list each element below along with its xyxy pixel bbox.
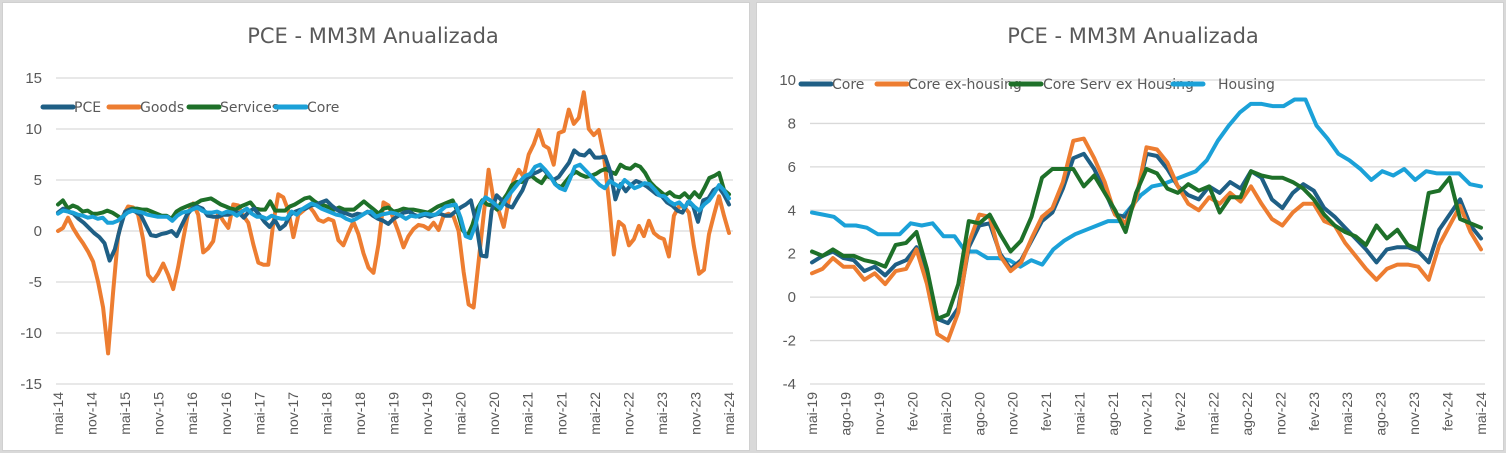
x-tick-label: nov-19 (871, 392, 887, 435)
x-tick-label: mai-23 (1339, 392, 1355, 435)
x-tick-label: ago-21 (1105, 392, 1121, 436)
right-chart: PCE - MM3M Anualizada 10 8 6 4 2 0 -2 -4 mai-19… (779, 24, 1489, 436)
x-tick-label: fev-21 (1038, 392, 1054, 431)
x-tick-label: mai-21 (1072, 392, 1088, 435)
x-tick-label: nov-23 (687, 392, 703, 435)
legend-item-core: Core (798, 77, 864, 93)
x-tick-label: nov-22 (620, 392, 636, 435)
x-tick-label: mai-21 (520, 392, 536, 435)
x-tick-label: mai-15 (117, 392, 133, 435)
legend-label: Core (832, 77, 864, 93)
x-tick-label: nov-15 (151, 392, 167, 435)
left-chart-panel: PCE - MM3M Anualizada 15 10 5 0 -5 -10 -15 mai… (2, 2, 750, 451)
right-chart-panel: PCE - MM3M Anualizada 10 8 6 4 2 0 -2 -4 mai-19… (756, 2, 1504, 451)
series-line-services (56, 162, 731, 239)
legend-label: Core ex-housing (908, 77, 1022, 93)
x-tick-label: mai-17 (251, 392, 267, 435)
legend-label: Services (220, 100, 279, 116)
legend-item-housing: Housing (1170, 77, 1275, 93)
x-tick-label: mai-20 (453, 392, 469, 435)
y-tick-label: -4 (783, 376, 796, 393)
x-tick-label: mai-22 (587, 392, 603, 435)
x-tick-label: nov-22 (1272, 392, 1288, 435)
x-tick-label: ago-19 (837, 392, 853, 436)
x-tick-label: nov-14 (84, 392, 100, 435)
y-tick-label: -15 (20, 376, 42, 393)
legend-item-core: Core (273, 100, 339, 116)
x-tick-label: nov-17 (285, 392, 301, 435)
legend-item-goods: Goods (106, 100, 184, 116)
series-line-core-serv-ex-housing (810, 167, 1483, 321)
legend-label: Core (307, 100, 339, 116)
x-tick-label: nov-23 (1406, 392, 1422, 435)
x-tick-label: mai-16 (184, 392, 200, 435)
x-tick-label: nov-16 (218, 392, 234, 435)
x-tick-label: ago-22 (1239, 392, 1255, 436)
legend-label: Goods (140, 100, 184, 116)
x-tick-label: ago-23 (1373, 392, 1389, 436)
x-tick-label: nov-21 (553, 392, 569, 435)
y-tick-label: -10 (20, 325, 42, 342)
series-line-housing (810, 97, 1483, 269)
chart-title: PCE - MM3M Anualizada (1007, 24, 1259, 48)
x-tick-label: fev-24 (1440, 392, 1456, 431)
series-line-core (56, 162, 731, 241)
y-tick-label: 0 (788, 289, 796, 306)
x-tick-label: mai-19 (804, 392, 820, 435)
x-tick-label: mai-20 (938, 392, 954, 435)
y-tick-label: -5 (29, 274, 42, 291)
x-tick-label: nov-20 (1005, 392, 1021, 435)
x-tick-label: ago-20 (971, 392, 987, 436)
left-chart: PCE - MM3M Anualizada 15 10 5 0 -5 -10 -15 mai… (20, 24, 737, 435)
x-tick-label: nov-21 (1139, 392, 1155, 435)
y-tick-label: -2 (783, 333, 796, 350)
x-tick-label: fev-23 (1306, 392, 1322, 431)
x-tick-label: nov-20 (486, 392, 502, 435)
x-tick-label: mai-18 (318, 392, 334, 435)
x-tick-label: mai-22 (1205, 392, 1221, 435)
y-tick-label: 0 (34, 223, 42, 240)
y-tick-label: 5 (34, 172, 42, 189)
legend-item-core-serv-ex-housing: Core Serv ex Housing (1008, 77, 1194, 93)
y-tick-label: 4 (788, 202, 796, 219)
y-tick-label: 6 (788, 159, 796, 176)
y-tick-label: 8 (788, 115, 796, 132)
x-tick-label: mai-19 (386, 392, 402, 435)
chart-title: PCE - MM3M Anualizada (247, 24, 499, 48)
x-tick-label: mai-23 (654, 392, 670, 435)
legend-item-pce: PCE (40, 100, 101, 116)
x-tick-label: mai-14 (50, 392, 66, 435)
legend-item-services: Services (186, 100, 279, 116)
legend-label: Housing (1218, 77, 1275, 93)
legend-label: Core Serv ex Housing (1043, 77, 1194, 93)
y-tick-label: 15 (25, 70, 42, 87)
series-line-goods (56, 90, 731, 356)
x-tick-label: mai-24 (1473, 392, 1489, 435)
legend-label: PCE (74, 100, 101, 116)
series-line-core-ex-housing (810, 136, 1483, 343)
y-tick-label: 10 (25, 121, 42, 138)
x-tick-label: nov-19 (419, 392, 435, 435)
y-tick-label: 2 (788, 246, 796, 263)
legend-item-core-ex-housing: Core ex-housing (874, 77, 1022, 93)
x-tick-label: mai-24 (721, 392, 737, 435)
y-tick-label: 10 (779, 72, 796, 89)
x-tick-label: fev-20 (904, 392, 920, 431)
x-tick-label: fev-22 (1172, 392, 1188, 431)
x-tick-label: nov-18 (352, 392, 368, 435)
series-line-pce (56, 148, 731, 263)
